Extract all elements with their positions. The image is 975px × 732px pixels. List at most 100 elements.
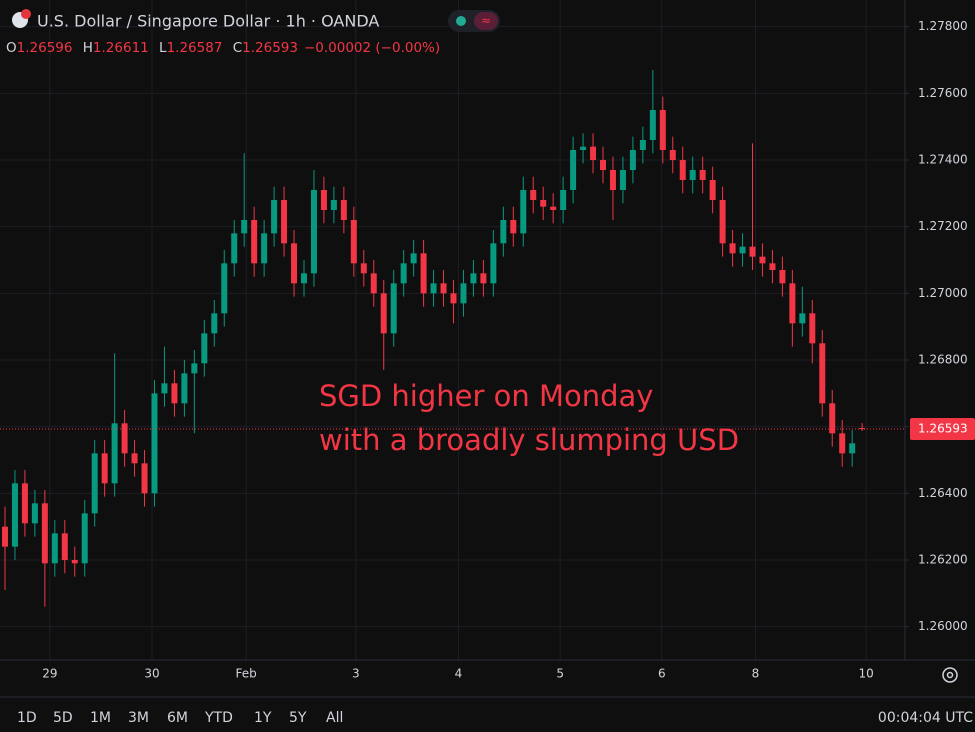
candle-body	[131, 453, 138, 464]
candle-body	[141, 463, 148, 494]
candle-body	[420, 253, 427, 294]
candle-body	[251, 220, 258, 264]
candle-body	[1, 526, 8, 547]
candle-body	[510, 220, 517, 234]
range-button[interactable]: 5D	[53, 710, 73, 726]
candle-body	[839, 433, 846, 454]
y-tick-label: 1.27800	[918, 19, 968, 33]
flag-icon	[21, 9, 31, 19]
annotation: SGD higher on Monday	[319, 379, 653, 413]
candle-body	[281, 200, 288, 244]
ohlc-change: −0.00002 (−0.00%)	[304, 40, 440, 56]
candle-body	[550, 206, 557, 210]
candle-body	[271, 200, 278, 234]
x-tick-label: 10	[858, 667, 873, 681]
range-button[interactable]: 5Y	[289, 710, 307, 726]
candle-body	[619, 170, 626, 190]
candle-body	[689, 170, 696, 180]
candle-body	[161, 383, 168, 394]
candle-body	[540, 200, 547, 207]
candle-body	[520, 190, 527, 234]
candle-body	[500, 220, 507, 244]
candle-body	[440, 283, 447, 294]
candle-body	[769, 263, 776, 270]
candle-body	[231, 233, 238, 264]
candle-body	[600, 160, 607, 170]
range-button[interactable]: YTD	[204, 710, 233, 726]
range-button[interactable]: 1D	[17, 710, 37, 726]
range-button[interactable]: 1Y	[254, 710, 272, 726]
candle-body	[729, 243, 736, 254]
candle-body	[380, 293, 387, 334]
symbol-title[interactable]: U.S. Dollar / Singapore Dollar · 1h · OA…	[37, 12, 379, 31]
candle-body	[181, 373, 188, 404]
candle-body	[330, 200, 337, 210]
candle-body	[390, 283, 397, 334]
annotation: with a broadly slumping USD	[319, 423, 739, 457]
candle-body	[530, 190, 537, 200]
x-tick-label: 5	[556, 667, 564, 681]
candle-body	[151, 393, 158, 494]
candle-body	[261, 233, 268, 264]
y-tick-label: 1.26800	[918, 353, 968, 367]
candle-body	[320, 190, 327, 210]
ohlc-key: L	[159, 40, 167, 56]
candle-body	[51, 533, 58, 564]
ohlc-value: 1.26587	[167, 40, 223, 56]
candle-body	[819, 343, 826, 404]
y-tick-label: 1.27200	[918, 219, 968, 233]
candle-body	[430, 283, 437, 294]
range-button[interactable]: 6M	[167, 710, 188, 726]
candle-body	[350, 220, 357, 264]
candle-body	[91, 453, 98, 514]
ohlc-key: H	[83, 40, 93, 56]
candle-body	[21, 483, 28, 524]
range-button[interactable]: All	[326, 710, 343, 726]
plot	[1, 70, 866, 607]
clock: 00:04:04 UTC	[878, 710, 973, 726]
candle-body	[629, 150, 636, 170]
candle-body	[859, 428, 866, 429]
candle-body	[241, 220, 248, 234]
last-price-box	[910, 418, 975, 440]
candle-body	[580, 146, 587, 150]
x-tick-label: 4	[455, 667, 463, 681]
candle-body	[291, 243, 298, 284]
range-button[interactable]: 3M	[128, 710, 149, 726]
candle-body	[121, 423, 128, 454]
candle-body	[211, 313, 218, 334]
candle-body	[759, 256, 766, 264]
delay-icon	[474, 12, 498, 30]
y-tick-label: 1.26400	[918, 486, 968, 500]
candle-body	[111, 423, 118, 484]
candle-body	[590, 146, 597, 160]
candle-body	[570, 150, 577, 190]
x-tick-label: 3	[352, 667, 360, 681]
x-tick-label: 30	[144, 667, 159, 681]
candle-body	[699, 170, 706, 180]
candle-body	[849, 443, 856, 454]
ohlc-legend: O1.26596 H1.26611 L1.26587 C1.26593 −0.00…	[6, 40, 440, 56]
candle-body	[649, 110, 656, 140]
last-price-label: 1.26593	[918, 422, 968, 436]
candle-body	[560, 190, 567, 210]
candle-body	[659, 110, 666, 150]
candle-body	[460, 283, 467, 304]
candle-body	[739, 246, 746, 254]
range-button[interactable]: 1M	[90, 710, 111, 726]
settings-icon-hub	[946, 671, 954, 679]
candle-body	[639, 140, 646, 150]
candle-body	[410, 253, 417, 264]
settings-icon[interactable]	[942, 667, 958, 683]
candle-body	[799, 313, 806, 324]
settings-icon-ring	[942, 667, 958, 683]
candle-body	[669, 150, 676, 160]
candle-body	[490, 243, 497, 284]
candle-body	[201, 333, 208, 364]
candle-body	[609, 170, 616, 190]
y-tick-label: 1.27000	[918, 286, 968, 300]
candle-body	[300, 273, 307, 284]
ohlc-key: C	[233, 40, 242, 56]
